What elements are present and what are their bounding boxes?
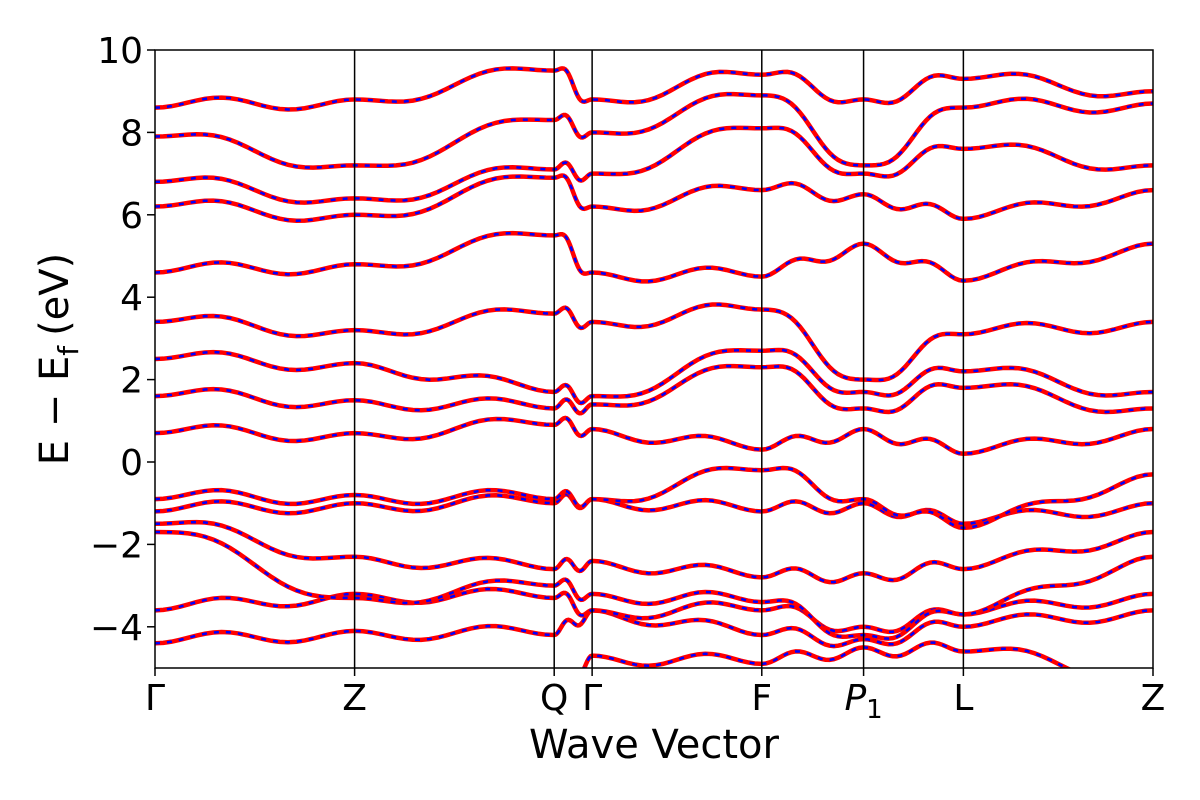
x-tick-label-3: Γ: [582, 678, 602, 719]
band-3-blue: [155, 530, 1153, 640]
band-0-blue: [582, 641, 1070, 668]
band-1-blue: [155, 609, 1153, 648]
y-tick-label-3: 4: [120, 278, 143, 319]
x-axis-ticks: Γ Z Q Γ F P1 L Z: [145, 668, 1165, 725]
x-tick-label-2: Q: [540, 678, 568, 719]
band-14-red: [155, 91, 1153, 170]
kpoint-lines: [353, 50, 965, 668]
bands-layer: [155, 66, 1153, 668]
band-13-blue: [155, 126, 1153, 204]
x-tick-label-6: L: [953, 678, 973, 719]
band-6-red: [155, 465, 1153, 531]
x-tick-label-1: Z: [342, 678, 367, 719]
y-tick-label-4: 2: [120, 361, 143, 402]
band-11-red: [155, 230, 1153, 284]
band-12-red: [155, 173, 1153, 224]
y-tick-label-5: 0: [120, 443, 143, 484]
plot-frame: [154, 49, 1154, 669]
band-10-blue: [155, 303, 1153, 382]
band-5-blue: [155, 493, 1153, 526]
band-4-blue: [155, 520, 1153, 584]
y-tick-label-2: 6: [120, 196, 143, 237]
band-3-red: [155, 529, 1153, 641]
band-4-red: [155, 519, 1153, 585]
x-tick-label-4: F: [751, 678, 772, 719]
y-tick-label-7: −4: [90, 608, 143, 649]
y-tick-label-0: 10: [97, 31, 143, 72]
band-9-red: [155, 347, 1153, 406]
band-7-blue: [155, 416, 1153, 456]
y-tick-label-6: −2: [90, 525, 143, 566]
band-7-red: [155, 415, 1153, 457]
band-0-red: [581, 640, 1072, 668]
y-axis-label: E − Ef (eV): [32, 253, 85, 466]
x-tick-label-0: Γ: [145, 678, 165, 719]
x-axis-label: Wave Vector: [529, 722, 780, 768]
band-14-blue: [155, 92, 1153, 169]
x-tick-label-7: Z: [1141, 678, 1166, 719]
y-axis-label-subscript: f: [52, 345, 85, 356]
band-8-blue: [155, 364, 1153, 415]
x-tick-label-5: P1: [844, 678, 882, 725]
band-15-blue: [155, 67, 1153, 111]
y-tick-label-1: 8: [120, 113, 143, 154]
y-axis-ticks: 10 8 6 4 2 0 −2 −4: [90, 31, 155, 649]
band-9-blue: [155, 348, 1153, 405]
y-axis-label-main: E − E: [32, 356, 78, 466]
y-axis-label-unit: (eV): [32, 253, 78, 336]
band-12-blue: [155, 174, 1153, 223]
